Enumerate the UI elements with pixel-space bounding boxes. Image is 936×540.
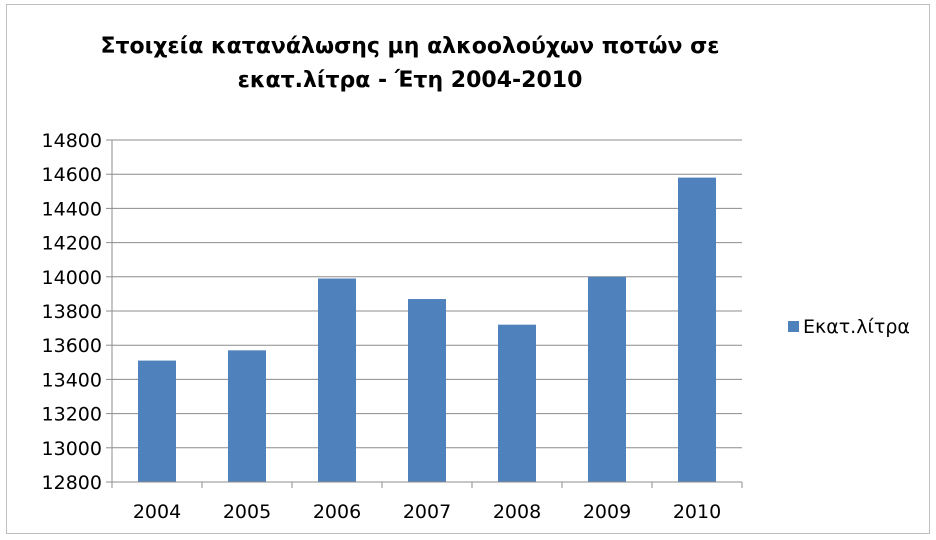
x-tick-label-2007: 2007 (403, 501, 451, 523)
y-tick-label-14400: 14400 (42, 198, 102, 220)
x-tick-label-2010: 2010 (673, 501, 721, 523)
y-tick-label-14800: 14800 (42, 130, 102, 152)
bars (138, 177, 716, 482)
x-tick-label-2009: 2009 (583, 501, 631, 523)
x-tick-label-2005: 2005 (223, 501, 271, 523)
bar-2007 (408, 299, 446, 482)
y-tick-label-12800: 12800 (42, 472, 102, 494)
bar-2009 (588, 276, 626, 482)
x-tick-label-2008: 2008 (493, 501, 541, 523)
y-tick-label-13400: 13400 (42, 369, 102, 391)
bar-2006 (318, 278, 356, 482)
chart-title-line-1: Στοιχεία κατανάλωσης μη αλκοολούχων ποτώ… (100, 34, 720, 59)
chart-title-line-2: εκατ.λίτρα - Έτη 2004-2010 (237, 68, 583, 93)
y-tick-label-14000: 14000 (42, 267, 102, 289)
axes (106, 139, 743, 488)
bar-2005 (228, 350, 266, 482)
x-tick-label-2004: 2004 (133, 501, 181, 523)
y-tick-label-13200: 13200 (42, 404, 102, 426)
axis-labels: 12800 13000 13200 13400 13600 13800 14000 14200… (42, 130, 722, 523)
y-tick-label-13800: 13800 (42, 301, 102, 323)
y-tick-label-13600: 13600 (42, 335, 102, 357)
legend: Εκατ.λίτρα (788, 316, 910, 338)
y-tick-label-14200: 14200 (42, 233, 102, 255)
x-tick-label-2006: 2006 (313, 501, 361, 523)
legend-label: Εκατ.λίτρα (803, 316, 910, 338)
bar-2010 (678, 177, 716, 482)
legend-swatch (788, 321, 799, 332)
bar-2004 (138, 360, 176, 482)
bar-2008 (498, 324, 536, 482)
y-tick-label-14600: 14600 (42, 164, 102, 186)
y-tick-label-13000: 13000 (42, 438, 102, 460)
chart-title: Στοιχεία κατανάλωσης μη αλκοολούχων ποτώ… (80, 30, 740, 98)
